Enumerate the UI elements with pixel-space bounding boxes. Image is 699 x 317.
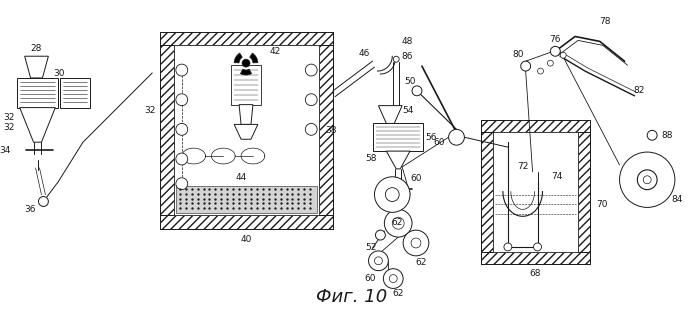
Polygon shape <box>20 107 55 142</box>
Circle shape <box>375 177 410 212</box>
Bar <box>160 31 333 229</box>
Text: 44: 44 <box>236 173 247 182</box>
Circle shape <box>547 60 554 66</box>
Text: 72: 72 <box>517 162 528 171</box>
Text: 70: 70 <box>596 200 607 209</box>
Text: 32: 32 <box>3 113 15 122</box>
Circle shape <box>384 210 412 237</box>
Circle shape <box>403 230 428 256</box>
Text: 40: 40 <box>240 235 252 243</box>
Text: 50: 50 <box>404 77 416 87</box>
Text: 60: 60 <box>433 138 445 147</box>
Circle shape <box>392 217 404 229</box>
Circle shape <box>305 123 317 135</box>
Circle shape <box>533 243 542 251</box>
Bar <box>481 120 590 132</box>
Bar <box>160 45 174 215</box>
Text: 80: 80 <box>512 50 524 59</box>
Polygon shape <box>387 151 410 169</box>
Text: 32: 32 <box>3 123 15 132</box>
Polygon shape <box>239 105 253 124</box>
Circle shape <box>538 68 543 74</box>
Bar <box>160 31 333 45</box>
Circle shape <box>176 153 188 165</box>
Circle shape <box>394 56 399 62</box>
Text: 34: 34 <box>0 146 10 155</box>
Text: 60: 60 <box>410 174 421 183</box>
Polygon shape <box>378 106 402 123</box>
Text: 36: 36 <box>24 205 36 214</box>
Text: 62: 62 <box>393 289 404 298</box>
Circle shape <box>637 170 657 190</box>
Bar <box>373 123 423 151</box>
Circle shape <box>647 130 657 140</box>
Text: 68: 68 <box>530 269 541 278</box>
Circle shape <box>550 46 561 56</box>
Circle shape <box>383 269 403 288</box>
Circle shape <box>619 152 675 207</box>
Text: 52: 52 <box>365 243 376 252</box>
Circle shape <box>176 178 188 190</box>
Polygon shape <box>24 56 48 78</box>
Text: 78: 78 <box>599 17 610 26</box>
Circle shape <box>176 94 188 106</box>
Bar <box>481 132 493 252</box>
Text: 46: 46 <box>359 49 370 58</box>
Text: 76: 76 <box>549 35 561 44</box>
Text: 84: 84 <box>671 195 682 204</box>
Circle shape <box>375 257 382 265</box>
Text: 38: 38 <box>325 126 337 135</box>
Circle shape <box>242 59 250 67</box>
Circle shape <box>412 86 422 96</box>
Wedge shape <box>234 53 243 63</box>
Text: 88: 88 <box>661 131 672 140</box>
Bar <box>319 45 333 215</box>
Bar <box>160 215 333 229</box>
Bar <box>60 78 90 107</box>
Bar <box>578 132 590 252</box>
Wedge shape <box>240 69 252 75</box>
Text: 62: 62 <box>391 218 403 227</box>
Bar <box>231 65 261 105</box>
Wedge shape <box>250 53 258 63</box>
Circle shape <box>504 243 512 251</box>
Circle shape <box>38 197 48 206</box>
Circle shape <box>375 230 385 240</box>
Text: 86: 86 <box>401 52 413 61</box>
Circle shape <box>561 52 566 58</box>
Circle shape <box>176 64 188 76</box>
Bar <box>481 120 590 264</box>
Polygon shape <box>234 124 258 139</box>
Bar <box>481 252 590 264</box>
Circle shape <box>521 61 531 71</box>
Circle shape <box>368 251 389 271</box>
Text: 48: 48 <box>401 37 413 46</box>
Text: 28: 28 <box>31 44 42 53</box>
Circle shape <box>449 129 464 145</box>
Circle shape <box>305 64 317 76</box>
Circle shape <box>411 238 421 248</box>
Circle shape <box>389 275 397 282</box>
Bar <box>493 132 578 252</box>
Text: 82: 82 <box>633 86 645 95</box>
Bar <box>174 45 319 215</box>
Text: 58: 58 <box>366 154 377 164</box>
Text: 56: 56 <box>425 133 437 142</box>
Text: 62: 62 <box>415 258 426 267</box>
Circle shape <box>176 123 188 135</box>
Text: Фиг. 10: Фиг. 10 <box>316 288 387 306</box>
Bar <box>17 78 58 107</box>
Circle shape <box>305 94 317 106</box>
Text: 42: 42 <box>270 47 281 56</box>
Text: 32: 32 <box>145 106 156 115</box>
Text: 54: 54 <box>403 106 414 115</box>
Circle shape <box>643 176 651 184</box>
Text: 60: 60 <box>365 274 376 283</box>
Bar <box>176 186 317 213</box>
Text: 30: 30 <box>54 68 65 78</box>
Circle shape <box>385 188 399 202</box>
Text: 74: 74 <box>552 172 563 181</box>
